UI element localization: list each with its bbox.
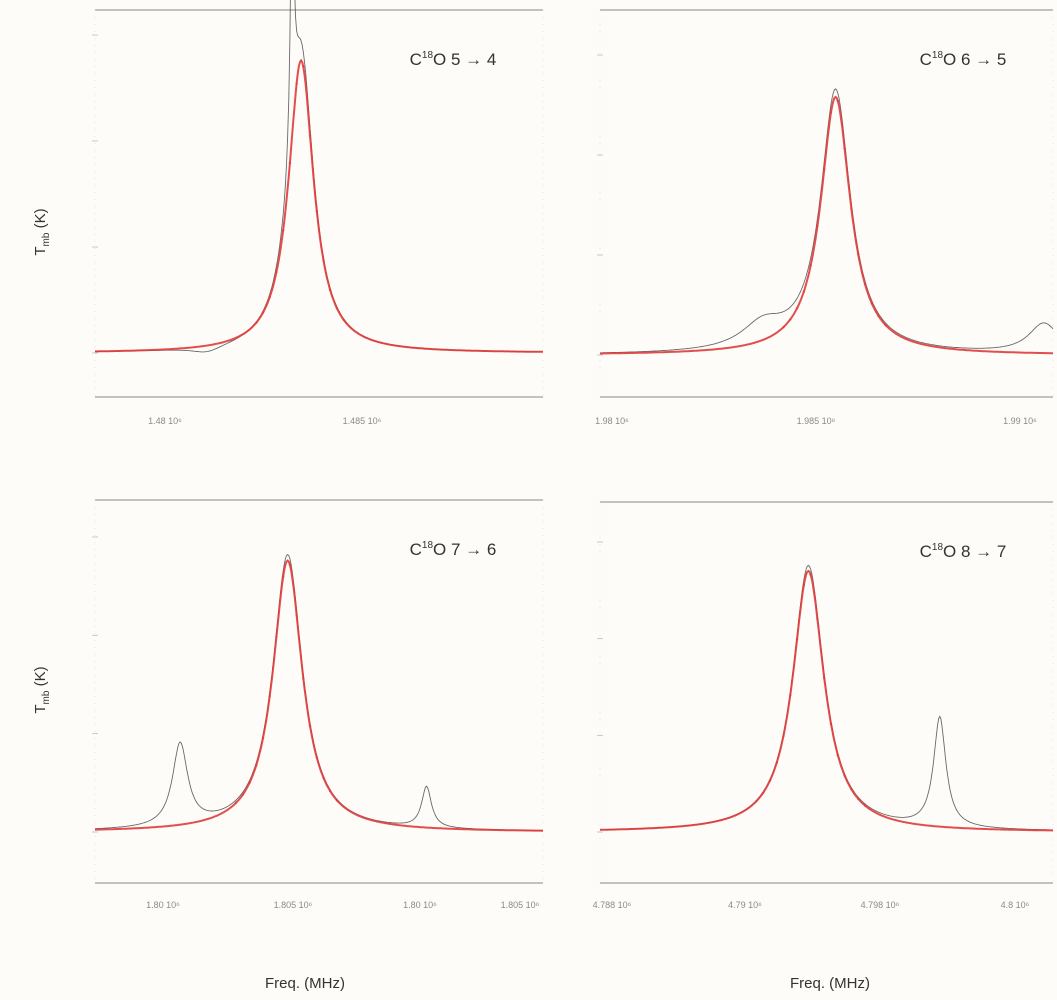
fit-point bbox=[836, 99, 839, 103]
fit-point bbox=[789, 693, 792, 697]
fit-point bbox=[802, 290, 806, 293]
ylabel-top: Tmb (K) bbox=[32, 208, 52, 255]
fit-point bbox=[857, 253, 860, 256]
fit-point bbox=[782, 326, 785, 329]
x-tick-label: 1.99 10⁶ bbox=[1003, 416, 1037, 426]
x-tick-label: 4.79 10⁶ bbox=[728, 900, 762, 910]
fit-point bbox=[315, 756, 318, 759]
fit-point bbox=[809, 264, 812, 267]
fit-point bbox=[782, 734, 785, 738]
fit-point bbox=[295, 82, 298, 85]
fit-model-line bbox=[94, 559, 543, 832]
fit-model-line bbox=[600, 569, 1053, 832]
x-tick-label: 1.805 10⁶ bbox=[501, 900, 540, 910]
transition-label: C18O 8 → 7 bbox=[920, 542, 1007, 561]
fit-point bbox=[843, 774, 846, 777]
fit-point bbox=[829, 111, 833, 114]
x-tick-label: 1.485 10⁶ bbox=[343, 416, 382, 426]
xlabel-left: Freq. (MHz) bbox=[265, 975, 345, 992]
fit-point bbox=[302, 65, 305, 68]
fit-point bbox=[829, 722, 833, 726]
fit-point bbox=[288, 563, 292, 566]
fit-point bbox=[870, 302, 873, 305]
transition-label: C18O 7 → 6 bbox=[410, 540, 497, 559]
fit-point bbox=[248, 781, 251, 784]
fit-point bbox=[335, 307, 339, 310]
fit-point bbox=[836, 753, 839, 757]
fit-point bbox=[863, 804, 867, 807]
fit-model-line bbox=[600, 95, 1053, 355]
x-tick-label: 1.985 10⁶ bbox=[797, 416, 836, 426]
observed-spectrum-line bbox=[600, 88, 1054, 354]
fit-point bbox=[850, 788, 853, 791]
fit-point bbox=[322, 776, 325, 779]
spectrum-panel-c18o-8-7: 4.788 10⁶ 4.79 10⁶ 4.798 10⁶ 4.8 10⁶ C18O 8 … bbox=[593, 501, 1054, 910]
fit-point bbox=[795, 307, 799, 310]
fit-point bbox=[255, 764, 258, 767]
fit-point bbox=[234, 801, 238, 804]
fit-point bbox=[761, 791, 765, 795]
fit-point bbox=[275, 635, 278, 638]
x-tick-label: 4.8 10⁶ bbox=[1001, 900, 1030, 910]
fit-point bbox=[329, 789, 332, 793]
fit-point bbox=[789, 318, 792, 321]
x-tick-label: 4.788 10⁶ bbox=[593, 900, 632, 910]
fit-point bbox=[877, 314, 880, 318]
fit-point bbox=[816, 224, 819, 228]
fit-point bbox=[308, 724, 312, 728]
x-tick-label: 1.48 10⁶ bbox=[148, 416, 182, 426]
spectrum-panel-c18o-7-6: 1.80 10⁶ 1.805 10⁶ 1.80 10⁶ 1.805 10⁶ C18O 7… bbox=[92, 499, 544, 910]
fit-point bbox=[295, 613, 298, 617]
observed-spectrum-line bbox=[94, 553, 543, 831]
fit-point bbox=[863, 282, 867, 286]
fit-point bbox=[322, 259, 325, 262]
fit-point bbox=[850, 207, 853, 211]
fit-point bbox=[816, 618, 819, 621]
fit-point bbox=[342, 318, 345, 321]
fit-point bbox=[268, 296, 271, 299]
transition-label: C18O 6 → 5 bbox=[920, 50, 1007, 69]
fit-point bbox=[843, 147, 846, 150]
fit-point bbox=[823, 168, 826, 171]
fit-point bbox=[255, 321, 258, 324]
fit-point bbox=[282, 575, 285, 578]
fit-point bbox=[308, 134, 312, 137]
fit-point bbox=[275, 270, 278, 274]
fit-point bbox=[241, 793, 244, 796]
fit-point bbox=[802, 583, 806, 587]
spectrum-panel-c18o-6-5: 1.98 10⁶ 1.985 10⁶ 1.99 10⁶ C18O 6 → 5 bbox=[595, 9, 1054, 426]
fit-point bbox=[775, 761, 778, 765]
spectrum-panel-c18o-5-4: 1.48 10⁶ 1.485 10⁶ C18O 5 → 4 bbox=[92, 0, 544, 426]
fit-point bbox=[315, 209, 318, 213]
fit-point bbox=[823, 676, 826, 680]
fit-point bbox=[795, 638, 799, 641]
fit-point bbox=[282, 229, 285, 232]
fit-point bbox=[335, 799, 339, 802]
fit-model-line bbox=[95, 58, 543, 353]
transition-label: C18O 5 → 4 bbox=[410, 50, 497, 69]
fit-point bbox=[768, 779, 772, 782]
fit-point bbox=[755, 800, 758, 803]
xlabel-right: Freq. (MHz) bbox=[790, 975, 870, 992]
fit-point bbox=[288, 161, 292, 165]
ylabel-bottom: Tmb (K) bbox=[32, 666, 52, 713]
fit-point bbox=[857, 797, 860, 800]
fit-point bbox=[884, 323, 887, 327]
fit-point bbox=[261, 311, 265, 314]
x-tick-label: 1.80 10⁶ bbox=[146, 900, 180, 910]
fit-point bbox=[809, 573, 812, 576]
x-tick-label: 1.805 10⁶ bbox=[274, 900, 313, 910]
x-tick-label: 1.80 10⁶ bbox=[403, 900, 437, 910]
fit-point bbox=[302, 677, 305, 680]
fit-point bbox=[329, 288, 332, 292]
fit-point bbox=[261, 736, 265, 740]
x-tick-label: 4.798 10⁶ bbox=[861, 900, 900, 910]
x-tick-label: 1.98 10⁶ bbox=[595, 416, 629, 426]
fit-point bbox=[268, 695, 271, 698]
